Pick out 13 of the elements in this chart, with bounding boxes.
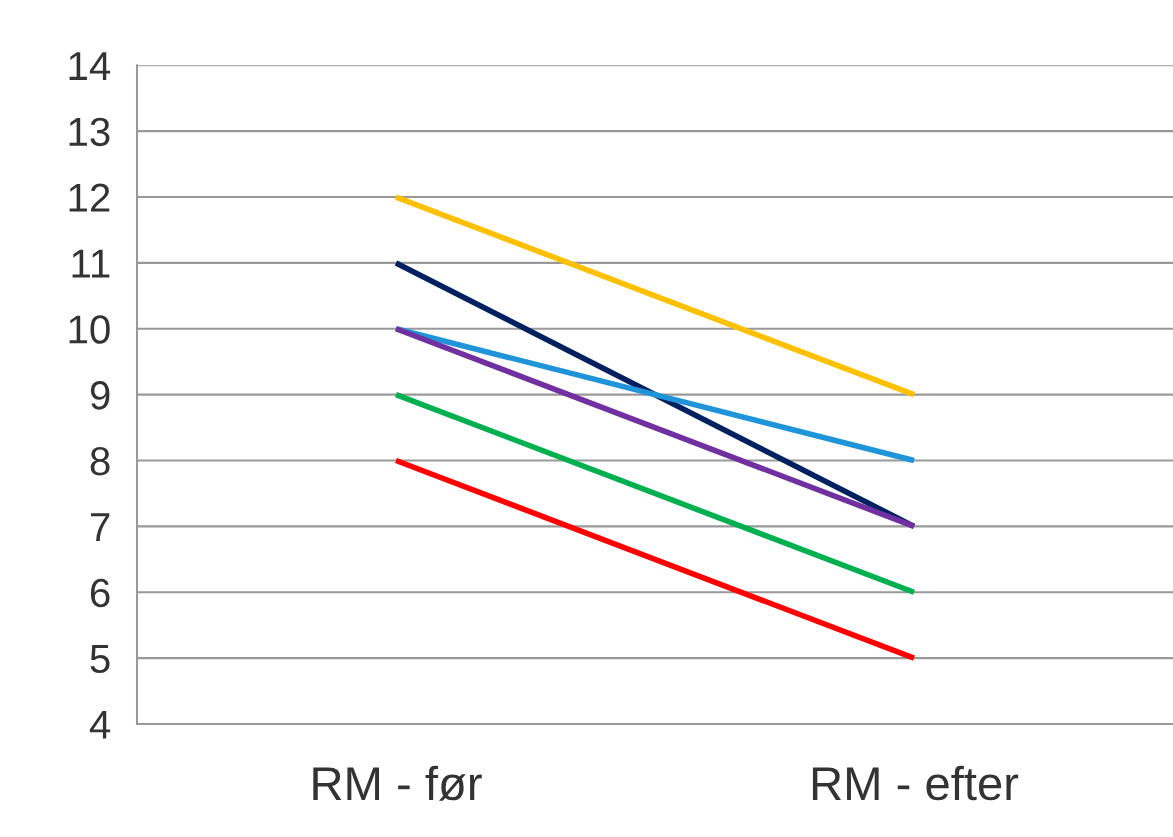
x-tick-label: RM - efter bbox=[812, 765, 1019, 801]
y-tick-label: 5 bbox=[90, 645, 110, 674]
y-tick-label: 9 bbox=[90, 381, 110, 410]
y-tick-label: 12 bbox=[69, 183, 110, 212]
y-tick-label: 13 bbox=[69, 117, 110, 147]
y-tick-label: 4 bbox=[89, 710, 111, 739]
y-tick-label: 8 bbox=[90, 446, 110, 476]
y-tick-label: 10 bbox=[69, 315, 110, 344]
y-tick-label: 6 bbox=[90, 578, 110, 608]
y-tick-label: 11 bbox=[72, 249, 110, 278]
x-tick-label: RM - før bbox=[313, 765, 482, 801]
y-tick-label: 14 bbox=[69, 52, 111, 80]
y-tick-label: 7 bbox=[90, 513, 110, 541]
